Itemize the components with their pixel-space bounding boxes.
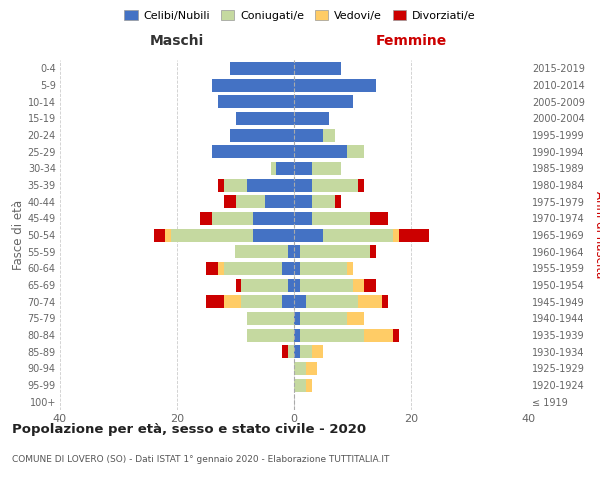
Bar xyxy=(206,262,218,275)
Bar xyxy=(382,295,388,308)
Bar xyxy=(300,262,347,275)
Bar xyxy=(265,195,294,208)
Bar xyxy=(294,378,306,392)
Bar xyxy=(311,178,358,192)
Bar xyxy=(235,112,294,125)
Bar xyxy=(171,228,253,241)
Bar xyxy=(347,145,364,158)
Bar xyxy=(230,62,294,75)
Bar xyxy=(294,228,323,241)
Bar xyxy=(294,312,300,325)
Bar xyxy=(253,228,294,241)
Bar xyxy=(300,245,370,258)
Bar xyxy=(294,128,323,141)
Y-axis label: Anni di nascita: Anni di nascita xyxy=(593,192,600,278)
Bar xyxy=(353,278,364,291)
Bar xyxy=(400,228,428,241)
Bar xyxy=(294,162,311,175)
Bar xyxy=(224,178,247,192)
Bar xyxy=(294,345,300,358)
Bar xyxy=(212,212,253,225)
Bar xyxy=(224,195,235,208)
Text: Popolazione per età, sesso e stato civile - 2020: Popolazione per età, sesso e stato civil… xyxy=(12,422,366,436)
Text: Maschi: Maschi xyxy=(150,34,204,48)
Bar xyxy=(235,195,265,208)
Bar xyxy=(294,328,300,342)
Bar xyxy=(224,295,241,308)
Bar xyxy=(247,178,294,192)
Bar xyxy=(311,345,323,358)
Bar xyxy=(306,295,358,308)
Bar xyxy=(247,312,294,325)
Bar xyxy=(394,328,400,342)
Bar xyxy=(294,362,306,375)
Bar xyxy=(294,95,353,108)
Bar xyxy=(370,245,376,258)
Bar xyxy=(306,362,317,375)
Bar xyxy=(235,278,241,291)
Bar xyxy=(218,262,224,275)
Bar xyxy=(306,378,311,392)
Bar xyxy=(300,278,353,291)
Bar xyxy=(294,262,300,275)
Bar xyxy=(294,295,306,308)
Bar xyxy=(212,78,294,92)
Bar xyxy=(288,278,294,291)
Bar xyxy=(283,262,294,275)
Bar xyxy=(271,162,277,175)
Bar xyxy=(206,295,224,308)
Text: COMUNE DI LOVERO (SO) - Dati ISTAT 1° gennaio 2020 - Elaborazione TUTTITALIA.IT: COMUNE DI LOVERO (SO) - Dati ISTAT 1° ge… xyxy=(12,455,389,464)
Bar xyxy=(347,262,353,275)
Bar xyxy=(283,295,294,308)
Bar xyxy=(154,228,165,241)
Legend: Celibi/Nubili, Coniugati/e, Vedovi/e, Divorziati/e: Celibi/Nubili, Coniugati/e, Vedovi/e, Di… xyxy=(120,6,480,25)
Bar xyxy=(212,145,294,158)
Bar xyxy=(294,245,300,258)
Bar xyxy=(335,195,341,208)
Bar xyxy=(294,195,311,208)
Bar xyxy=(235,245,288,258)
Bar xyxy=(364,278,376,291)
Bar xyxy=(165,228,171,241)
Bar xyxy=(294,145,347,158)
Bar xyxy=(370,212,388,225)
Bar xyxy=(241,278,288,291)
Bar xyxy=(323,228,394,241)
Bar xyxy=(294,278,300,291)
Bar xyxy=(218,178,224,192)
Bar xyxy=(347,312,364,325)
Bar xyxy=(288,345,294,358)
Bar xyxy=(294,112,329,125)
Bar xyxy=(288,245,294,258)
Bar xyxy=(358,295,382,308)
Bar xyxy=(323,128,335,141)
Bar xyxy=(230,128,294,141)
Bar xyxy=(224,262,283,275)
Bar xyxy=(218,95,294,108)
Bar xyxy=(294,78,376,92)
Bar xyxy=(277,162,294,175)
Bar xyxy=(247,328,294,342)
Y-axis label: Fasce di età: Fasce di età xyxy=(11,200,25,270)
Bar xyxy=(294,178,311,192)
Bar xyxy=(311,162,341,175)
Bar xyxy=(294,212,311,225)
Bar xyxy=(394,228,400,241)
Bar xyxy=(294,62,341,75)
Bar xyxy=(282,345,288,358)
Bar xyxy=(300,345,311,358)
Text: Femmine: Femmine xyxy=(376,34,446,48)
Bar xyxy=(241,295,283,308)
Bar xyxy=(311,212,370,225)
Bar xyxy=(253,212,294,225)
Bar xyxy=(200,212,212,225)
Bar xyxy=(300,312,347,325)
Bar xyxy=(300,328,364,342)
Bar xyxy=(311,195,335,208)
Bar xyxy=(364,328,394,342)
Bar xyxy=(358,178,364,192)
